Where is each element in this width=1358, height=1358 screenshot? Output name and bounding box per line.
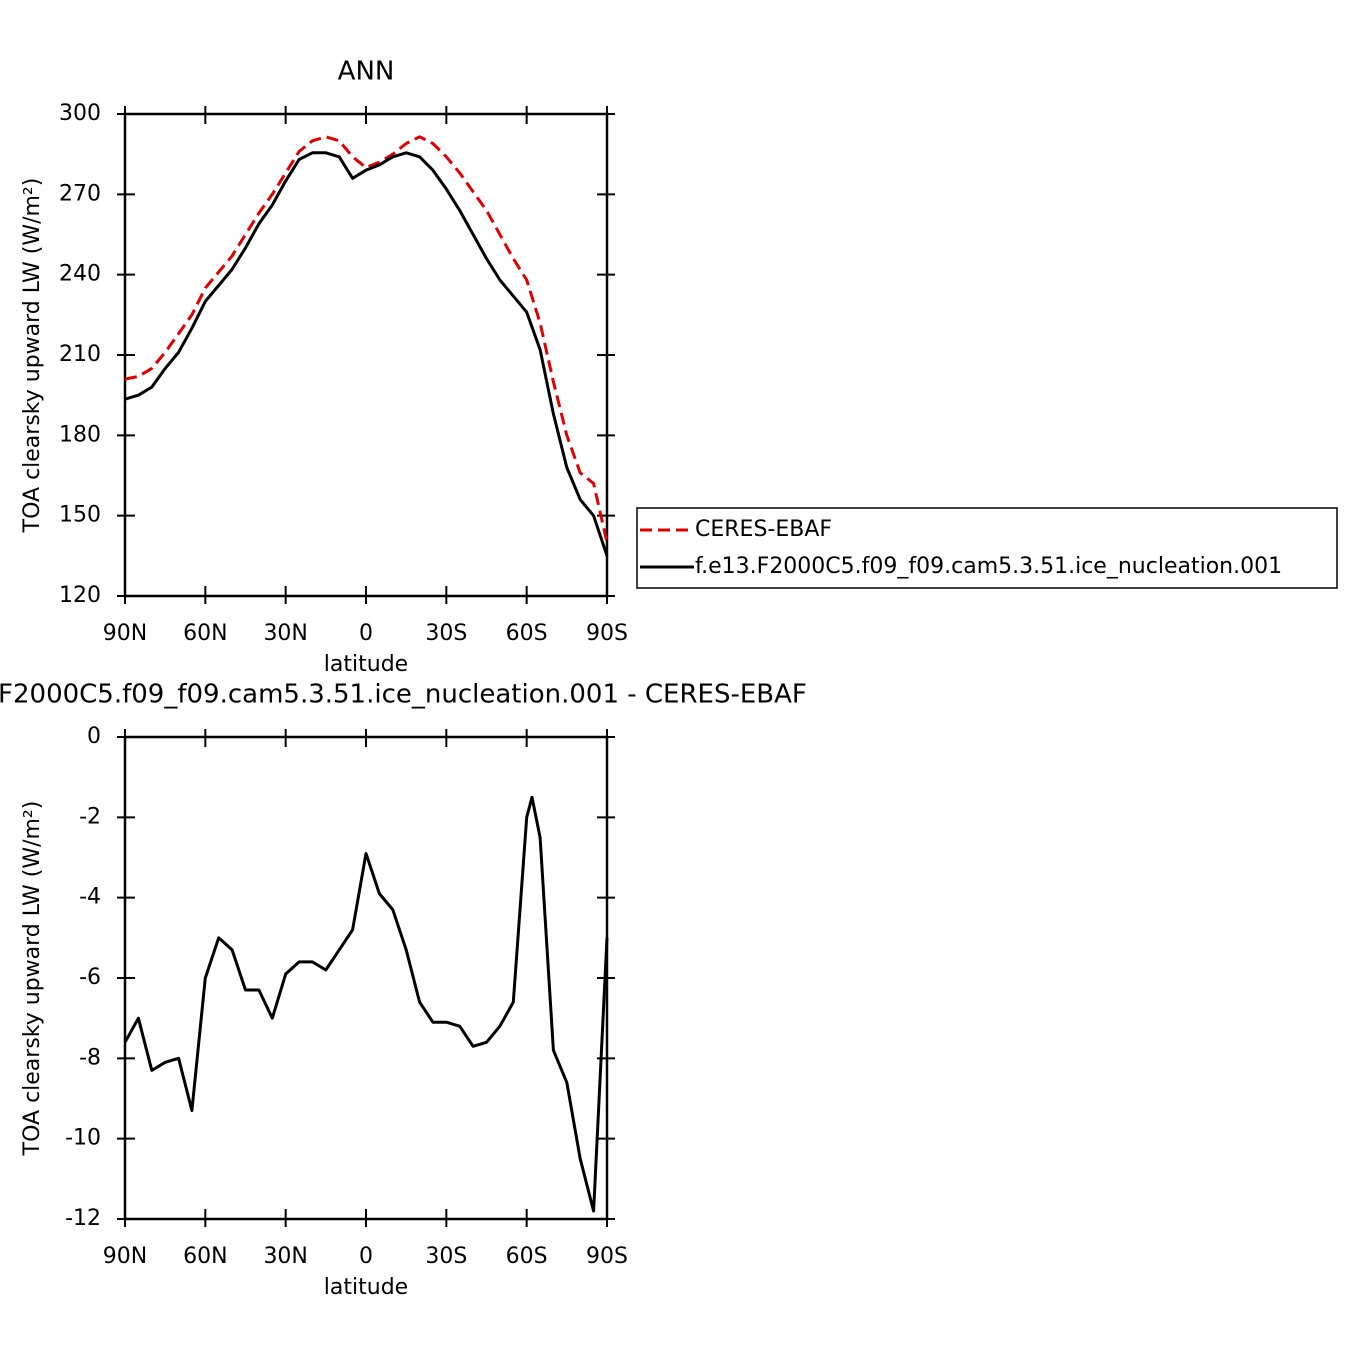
y-tick-label: -6 (79, 965, 101, 990)
legend-label: CERES-EBAF (695, 517, 832, 542)
x-tick-label: 60S (506, 621, 548, 646)
data-line (124, 151, 609, 557)
y-axis-label: TOA clearsky upward LW (W/m²) (20, 178, 45, 534)
y-tick-label: 240 (59, 262, 101, 287)
x-tick-label: 30S (425, 621, 467, 646)
x-axis-label: latitude (324, 652, 408, 677)
x-tick-label: 90S (586, 621, 628, 646)
x-tick-label: 60S (506, 1244, 548, 1269)
x-tick-label: 30S (425, 1244, 467, 1269)
x-tick-label: 30N (263, 1244, 307, 1269)
data-line (123, 795, 609, 1213)
x-tick-label: 0 (359, 1244, 373, 1269)
y-tick-label: 180 (59, 422, 101, 447)
y-tick-label: -10 (65, 1126, 101, 1151)
plot-frame (123, 735, 609, 1221)
x-tick-label: 90N (103, 621, 147, 646)
x-tick-label: 0 (359, 621, 373, 646)
y-tick-label: -8 (79, 1045, 101, 1070)
legend-label: f.e13.F2000C5.f09_f09.cam5.3.51.ice_nucl… (695, 554, 1282, 579)
y-tick-label: 210 (59, 342, 101, 367)
x-axis-label: latitude (324, 1275, 408, 1300)
y-axis-label: TOA clearsky upward LW (W/m²) (20, 801, 45, 1157)
y-tick-label: 300 (59, 101, 101, 126)
chart-title: ANN (338, 57, 395, 87)
chart-title: f.e13.F2000C5.f09_f09.cam5.3.51.ice_nucl… (0, 680, 807, 710)
x-tick-label: 60N (183, 621, 227, 646)
x-tick-label: 90S (586, 1244, 628, 1269)
x-tick-label: 60N (183, 1244, 227, 1269)
data-line (124, 135, 609, 543)
x-tick-label: 30N (263, 621, 307, 646)
y-tick-label: -4 (79, 885, 101, 910)
y-tick-label: -2 (79, 804, 101, 829)
y-tick-label: 270 (59, 181, 101, 206)
x-tick-label: 90N (103, 1244, 147, 1269)
plot-frame (123, 112, 609, 598)
legend-box (636, 507, 1338, 589)
y-tick-label: 150 (59, 503, 101, 528)
y-tick-label: -12 (65, 1206, 101, 1231)
y-tick-label: 120 (59, 583, 101, 608)
y-tick-label: 0 (87, 724, 101, 749)
